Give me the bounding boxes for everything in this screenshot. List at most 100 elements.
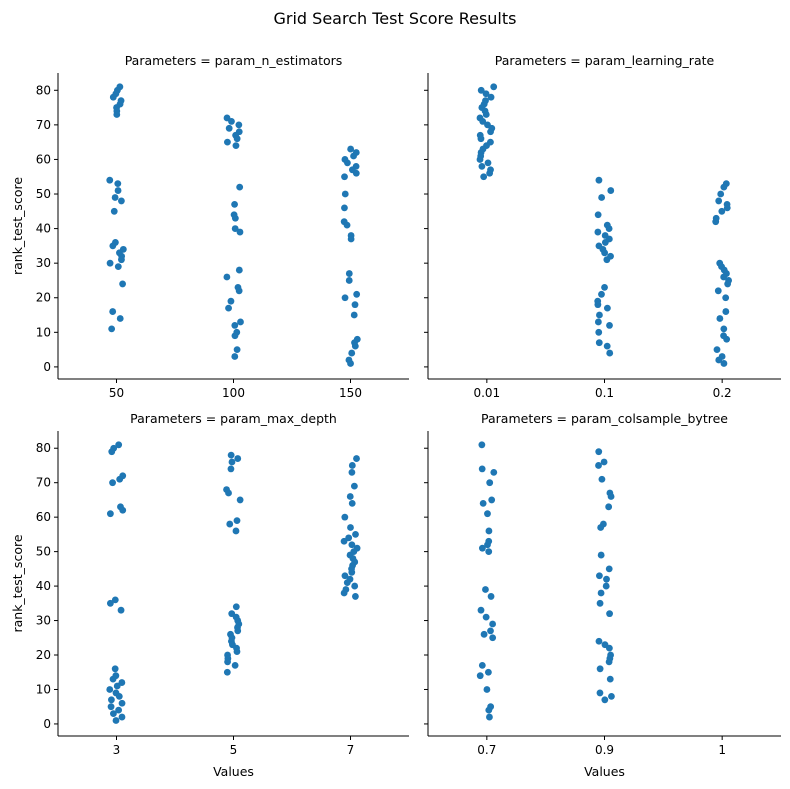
data-point bbox=[477, 606, 485, 614]
data-point bbox=[111, 596, 119, 604]
data-point bbox=[350, 152, 357, 160]
x-tick-label: 5 bbox=[230, 743, 238, 757]
data-point bbox=[594, 318, 602, 326]
data-point bbox=[594, 301, 602, 309]
data-point bbox=[601, 239, 609, 246]
data-point bbox=[606, 349, 614, 357]
data-point bbox=[713, 346, 721, 354]
data-point bbox=[115, 441, 123, 449]
facet-panel-3: Parameters = param_max_depth 0 10 20 30 40 50 6… bbox=[10, 411, 409, 779]
data-point bbox=[605, 225, 613, 232]
data-point bbox=[231, 332, 239, 340]
data-point bbox=[605, 565, 613, 573]
data-point bbox=[595, 339, 603, 347]
data-point bbox=[480, 173, 488, 181]
y-tick-label: 50 bbox=[36, 187, 51, 201]
data-point bbox=[231, 353, 239, 360]
y-tick-label: 40 bbox=[36, 579, 51, 593]
data-point bbox=[351, 582, 359, 590]
data-point bbox=[723, 204, 731, 212]
data-point bbox=[234, 627, 242, 635]
data-point bbox=[603, 256, 611, 264]
data-point bbox=[485, 527, 493, 535]
data-point bbox=[233, 648, 241, 655]
data-point bbox=[598, 290, 605, 298]
data-point bbox=[715, 356, 723, 364]
data-point bbox=[345, 270, 353, 277]
data-point bbox=[595, 448, 603, 456]
data-point bbox=[595, 462, 602, 469]
data-point bbox=[348, 499, 356, 507]
data-point bbox=[597, 551, 605, 559]
panels-container: Parameters = param_n_estimators010203040… bbox=[10, 53, 781, 779]
data-point bbox=[117, 606, 125, 614]
y-axis-label: rank_test_score bbox=[10, 177, 25, 275]
data-point bbox=[478, 544, 486, 552]
data-point bbox=[595, 637, 603, 645]
x-tick-label: 50 bbox=[109, 386, 124, 400]
data-point bbox=[118, 679, 126, 686]
panel-title: Parameters = param_max_depth bbox=[130, 411, 337, 426]
y-tick-label: 30 bbox=[36, 614, 51, 628]
data-point bbox=[226, 520, 234, 528]
data-point bbox=[228, 118, 235, 125]
panel-title: Parameters = param_colsample_bytree bbox=[481, 411, 728, 426]
x-axis-label: Values bbox=[213, 764, 254, 779]
data-point bbox=[119, 280, 126, 288]
data-point bbox=[723, 335, 731, 343]
data-point bbox=[487, 128, 494, 136]
data-point bbox=[600, 458, 608, 466]
data-point bbox=[490, 468, 498, 476]
data-point bbox=[348, 462, 356, 469]
data-point bbox=[347, 235, 355, 243]
data-point bbox=[603, 575, 610, 583]
y-tick-label: 80 bbox=[36, 83, 51, 97]
data-point bbox=[476, 156, 484, 163]
data-point bbox=[720, 360, 728, 367]
data-point bbox=[718, 207, 726, 215]
data-point bbox=[343, 579, 351, 587]
x-tick-label: 0.2 bbox=[713, 386, 732, 400]
data-point bbox=[233, 346, 241, 354]
data-point bbox=[607, 493, 615, 500]
data-point bbox=[232, 603, 240, 611]
data-point bbox=[231, 225, 239, 232]
data-point bbox=[227, 465, 235, 473]
x-tick-label: 150 bbox=[339, 386, 362, 400]
data-point bbox=[477, 135, 485, 143]
data-point bbox=[113, 111, 121, 118]
data-point bbox=[478, 162, 486, 170]
data-point bbox=[347, 360, 354, 367]
data-point bbox=[345, 277, 353, 284]
data-point bbox=[108, 325, 116, 333]
data-point bbox=[114, 187, 122, 194]
data-point bbox=[724, 280, 732, 288]
y-tick-label: 0 bbox=[43, 360, 51, 374]
data-point bbox=[223, 273, 231, 281]
data-point bbox=[484, 510, 491, 518]
data-point bbox=[232, 142, 240, 150]
data-point bbox=[114, 263, 122, 271]
data-point bbox=[716, 315, 724, 322]
data-point bbox=[722, 308, 730, 315]
y-tick-label: 50 bbox=[36, 545, 51, 559]
data-point bbox=[118, 699, 126, 707]
x-tick-label: 100 bbox=[222, 386, 245, 400]
data-point bbox=[714, 287, 722, 295]
data-point bbox=[720, 183, 728, 191]
data-point bbox=[347, 524, 354, 531]
data-point bbox=[348, 541, 356, 549]
data-point bbox=[347, 145, 355, 153]
y-axis-label: rank_test_score bbox=[10, 534, 25, 632]
data-point bbox=[602, 582, 610, 590]
data-point bbox=[712, 218, 720, 226]
data-point bbox=[353, 455, 360, 462]
data-point bbox=[118, 256, 125, 264]
data-point bbox=[109, 308, 117, 315]
data-point bbox=[232, 527, 240, 535]
data-point bbox=[715, 197, 723, 205]
data-point bbox=[486, 713, 493, 721]
data-point bbox=[598, 194, 606, 201]
data-point bbox=[601, 696, 609, 704]
data-point bbox=[479, 499, 487, 507]
